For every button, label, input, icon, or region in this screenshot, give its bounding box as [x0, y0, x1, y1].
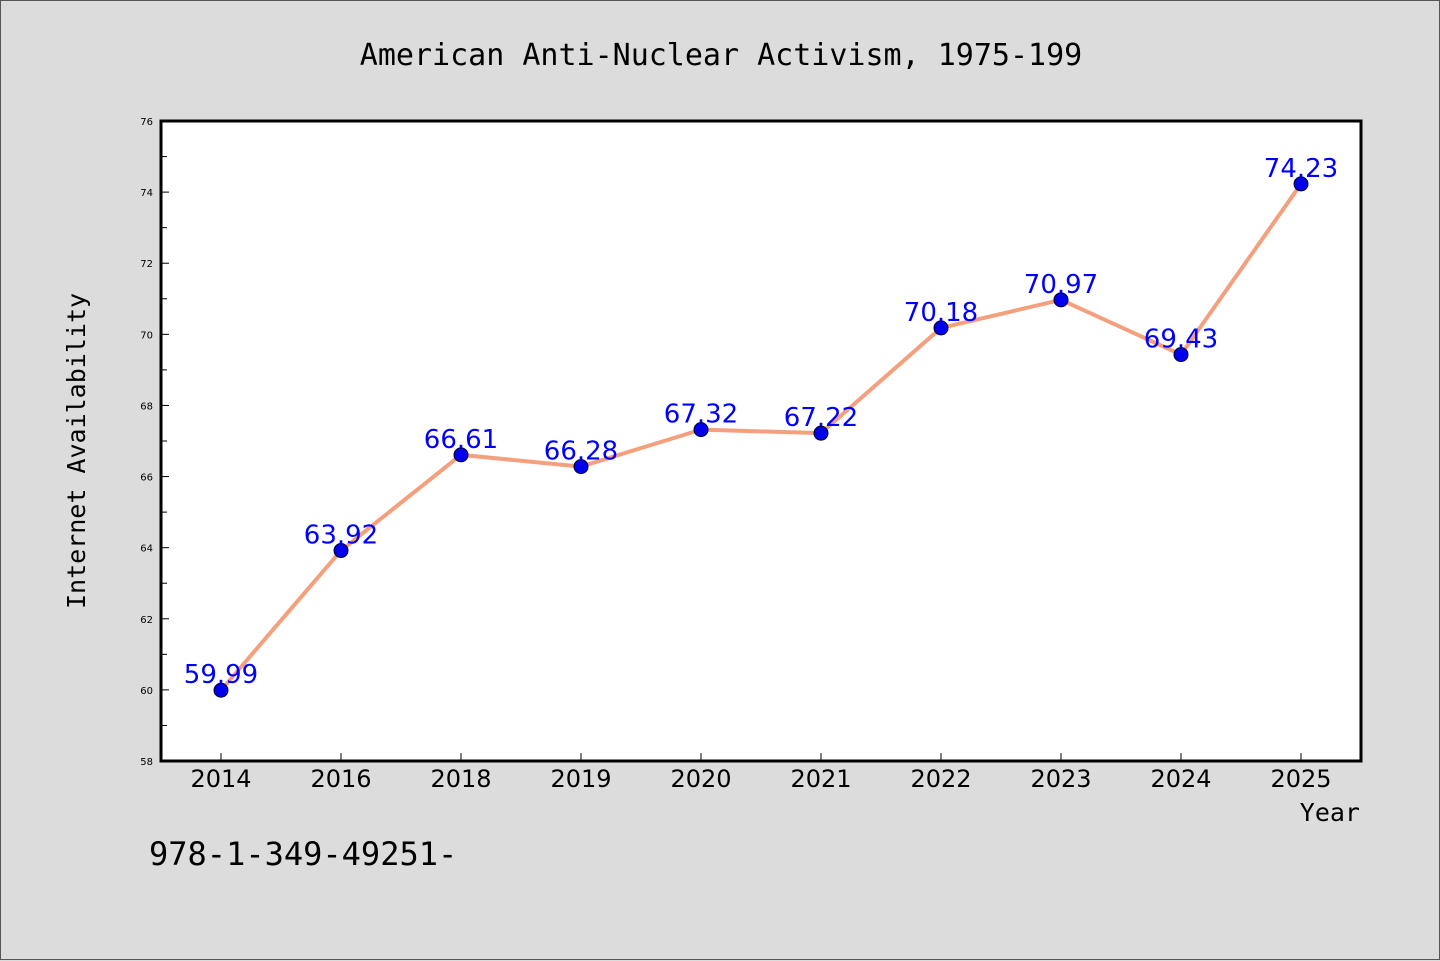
footer-isbn-text: 978-1-349-49251-	[149, 835, 457, 873]
data-label: 67.22	[784, 403, 858, 433]
y-tick-label: 66	[140, 473, 153, 484]
data-point-marker	[813, 425, 829, 441]
y-tick-label: 62	[140, 615, 153, 626]
x-tick-label: 2014	[190, 765, 251, 793]
y-tick-label: 70	[140, 330, 153, 341]
data-point-marker	[213, 682, 229, 698]
data-label: 69.43	[1144, 325, 1218, 355]
data-label: 70.97	[1024, 270, 1098, 300]
data-label: 59.99	[184, 660, 258, 690]
x-tick-label: 2022	[910, 765, 971, 793]
y-tick-label: 64	[140, 544, 153, 555]
data-point-marker	[693, 422, 709, 438]
y-tick-label: 72	[140, 259, 153, 270]
data-label: 70.18	[904, 298, 978, 328]
data-point-marker	[933, 320, 949, 336]
y-axis-label: Internet Availability	[62, 293, 91, 609]
y-tick-label: 60	[140, 686, 153, 697]
series-layer	[213, 176, 1309, 698]
y-tick-label: 58	[140, 757, 153, 768]
data-label: 66.61	[424, 425, 498, 455]
x-tick-label: 2019	[550, 765, 611, 793]
data-point-marker	[1173, 347, 1189, 363]
x-tick-label: 2020	[670, 765, 731, 793]
x-tick-label: 2025	[1270, 765, 1331, 793]
data-point-marker	[573, 459, 589, 475]
y-axis: 58 60 62 64 66 68 70 72 74 76	[140, 117, 169, 768]
x-tick-label: 2021	[790, 765, 851, 793]
x-axis-label: Year	[1300, 798, 1360, 827]
data-label: 63.92	[304, 521, 378, 551]
data-point-marker	[453, 447, 469, 463]
data-label: 67.32	[664, 400, 738, 430]
x-axis: 2014 2016 2018 2019 2020 2021 2022 2023 2024 2025	[190, 753, 1332, 793]
x-tick-label: 2018	[430, 765, 491, 793]
data-label: 74.23	[1264, 154, 1338, 184]
x-tick-label: 2016	[310, 765, 371, 793]
data-point-marker	[1293, 176, 1309, 192]
data-label: 66.28	[544, 437, 618, 467]
data-point-marker	[333, 543, 349, 559]
y-tick-label: 74	[140, 188, 153, 199]
y-tick-label: 68	[140, 401, 153, 412]
data-point-marker	[1053, 292, 1069, 308]
series-line	[219, 182, 1303, 692]
chart-title: American Anti-Nuclear Activism, 1975-199	[360, 38, 1082, 73]
x-tick-label: 2023	[1030, 765, 1091, 793]
plot-area	[159, 119, 1363, 763]
data-labels: 59.99 63.92 66.61 66.28 67.32 67.22 70.18 70.97…	[184, 154, 1338, 690]
y-tick-label: 76	[140, 117, 153, 128]
x-tick-label: 2024	[1150, 765, 1211, 793]
